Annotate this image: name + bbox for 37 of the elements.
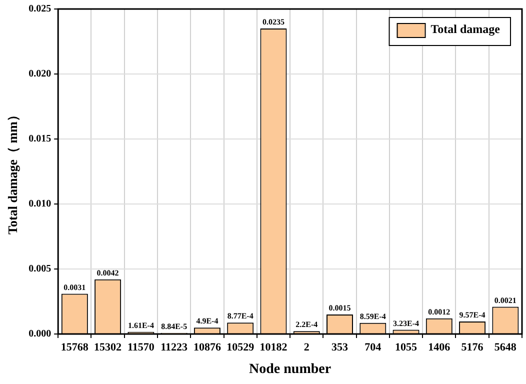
y-tick-label: 0.020 (28, 68, 52, 80)
y-tick-label: 0.000 (28, 328, 52, 340)
x-axis-title: Node number (249, 362, 332, 378)
data-label: 0.0042 (96, 268, 119, 278)
data-label: 8.84E-5 (161, 322, 188, 331)
data-label: 9.57E-4 (459, 310, 486, 320)
y-tick-label: 0.010 (28, 198, 52, 210)
data-label: 2.2E-4 (296, 320, 318, 330)
x-tick-label: 704 (364, 341, 382, 354)
x-tick-label: 11570 (127, 341, 155, 354)
y-tick-label: 0.005 (28, 264, 52, 275)
y-axis-title: Total damage（ mm） (5, 108, 20, 234)
x-tick-label: 15302 (94, 341, 122, 354)
data-label: 4.9E-4 (196, 316, 218, 326)
data-label: 0.0012 (428, 307, 450, 316)
data-label: 8.59E-4 (360, 312, 386, 321)
data-label: 3.23E-4 (393, 318, 420, 328)
legend-label: Total damage (430, 22, 501, 36)
data-label: 0.0031 (64, 282, 86, 292)
data-label: 1.61E-4 (128, 320, 154, 330)
data-label: 0.0015 (328, 304, 351, 313)
x-tick-label: 15768 (60, 341, 89, 354)
x-tick-label: 1406 (428, 341, 451, 354)
x-tick-label: 10182 (260, 341, 288, 354)
x-tick-label: 2 (304, 341, 310, 354)
x-tick-label: 10876 (193, 341, 222, 354)
x-tick-label: 10529 (226, 341, 255, 354)
data-label: 8.77E-4 (227, 312, 254, 321)
y-tick-label: 0.025 (28, 4, 52, 15)
x-tick-label: 353 (332, 341, 349, 354)
x-tick-label: 11223 (160, 341, 188, 354)
x-tick-label: 5176 (461, 341, 484, 354)
x-tick-label: 1055 (395, 341, 418, 354)
y-tick-label: 0.015 (28, 134, 52, 145)
x-tick-label: 5648 (494, 341, 517, 354)
data-label: 0.0235 (262, 18, 284, 27)
data-label: 0.0021 (494, 296, 516, 305)
